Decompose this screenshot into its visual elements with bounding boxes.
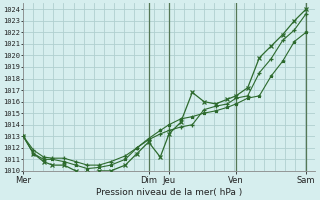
X-axis label: Pression niveau de la mer( hPa ): Pression niveau de la mer( hPa ) (96, 188, 242, 197)
